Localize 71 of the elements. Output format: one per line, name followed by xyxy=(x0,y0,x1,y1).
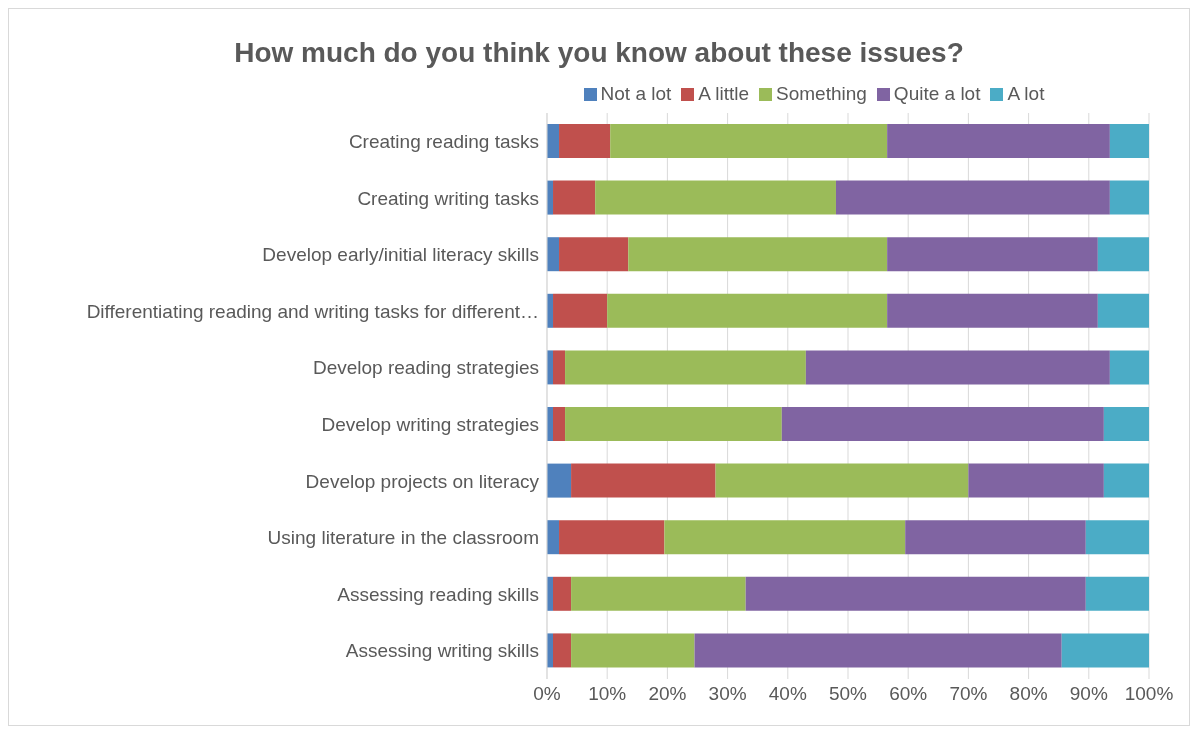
bar xyxy=(547,520,560,555)
y-tick-label: Creating reading tasks xyxy=(348,131,539,153)
bar xyxy=(1103,407,1149,441)
bar xyxy=(694,633,1062,668)
bar xyxy=(610,124,888,158)
bar xyxy=(887,124,1110,158)
bar xyxy=(559,520,665,555)
y-tick-label: Using literature in the classroom xyxy=(267,527,539,549)
legend-label: A little xyxy=(698,83,750,104)
x-tick-label: 30% xyxy=(708,683,747,705)
bar xyxy=(547,463,572,498)
bar xyxy=(1085,576,1149,611)
legend-label: A lot xyxy=(1007,83,1045,104)
bar xyxy=(547,237,560,272)
y-tick-label: Develop reading strategies xyxy=(312,357,539,379)
bar xyxy=(571,463,716,498)
bar xyxy=(887,293,1098,328)
bar xyxy=(553,633,572,668)
bar xyxy=(664,520,906,555)
bar xyxy=(1109,124,1149,158)
bar xyxy=(571,576,746,611)
bar xyxy=(887,237,1098,272)
bar xyxy=(607,293,888,328)
legend-label: Something xyxy=(776,83,867,104)
legend-label: Not a lot xyxy=(600,83,672,104)
bar xyxy=(565,350,806,385)
bar xyxy=(968,463,1104,498)
bar xyxy=(571,633,695,668)
bar xyxy=(745,576,1086,611)
bar xyxy=(547,124,560,158)
x-tick-label: 50% xyxy=(828,683,868,705)
bar xyxy=(715,463,969,498)
bar xyxy=(559,237,629,272)
bar xyxy=(628,237,888,272)
chart-title: How much do you think you know about these issues? xyxy=(233,36,965,70)
x-tick-label: 70% xyxy=(949,683,988,705)
bar xyxy=(1097,293,1149,328)
bar xyxy=(1085,520,1149,555)
bar xyxy=(553,180,596,215)
bar xyxy=(1061,633,1149,668)
x-tick-label: 40% xyxy=(768,683,807,705)
x-tick-label: 20% xyxy=(648,683,687,705)
y-tick-label: Assessing writing skills xyxy=(345,640,539,662)
x-tick-label: 10% xyxy=(588,683,627,705)
bar xyxy=(781,407,1104,441)
bar xyxy=(553,350,566,385)
x-tick-label: 90% xyxy=(1069,683,1108,705)
y-tick-label: Creating writing tasks xyxy=(357,187,539,209)
bar xyxy=(565,407,782,441)
bar xyxy=(553,293,608,328)
bar xyxy=(559,124,611,158)
bar xyxy=(1109,180,1149,215)
y-tick-label: Develop early/initial literacy skills xyxy=(262,244,539,266)
bar xyxy=(905,520,1086,555)
y-tick-label: Develop projects on literacy xyxy=(305,470,540,492)
y-tick-label: Assessing reading skills xyxy=(337,583,539,605)
bar xyxy=(1109,350,1149,385)
x-tick-label: 0% xyxy=(533,683,561,705)
legend-label: Quite a lot xyxy=(893,83,981,104)
bar xyxy=(595,180,836,215)
x-tick-label: 60% xyxy=(889,683,928,705)
y-tick-label: Develop writing strategies xyxy=(321,414,539,436)
bar xyxy=(805,350,1110,385)
bar xyxy=(553,407,566,441)
bar xyxy=(553,576,572,611)
y-tick-label: Differentiating reading and writing tasks for different… xyxy=(86,300,539,322)
x-tick-label: 80% xyxy=(1009,683,1048,705)
bar xyxy=(1103,463,1149,498)
x-tick-label: 100% xyxy=(1124,683,1174,705)
bar xyxy=(835,180,1110,215)
bar xyxy=(1097,237,1149,272)
